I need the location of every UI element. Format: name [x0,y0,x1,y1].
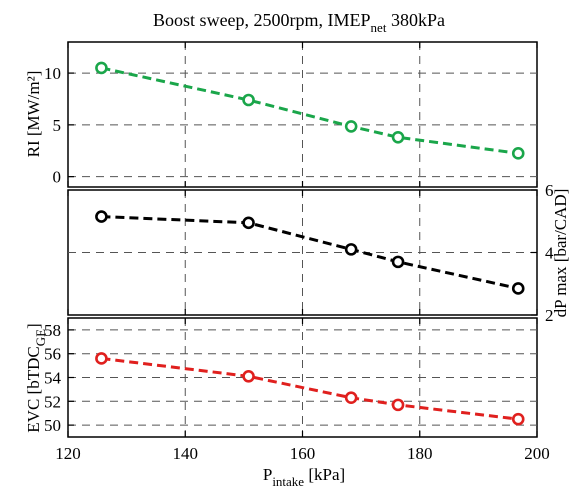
data-point-top-2 [344,120,358,133]
data-point-top-3 [391,130,405,144]
data-point-bottom-0 [95,352,108,365]
data-point-middle-1 [242,216,255,230]
x-tick-label-0: 120 [55,444,81,463]
data-point-bottom-3 [391,398,405,412]
chart-title-sub: net [371,20,387,35]
x-tick-label-2: 160 [290,444,316,463]
data-point-bottom-1 [242,370,255,383]
data-point-top-0 [95,61,108,75]
data-point-bottom-2 [344,391,358,405]
data-point-middle-3 [391,255,405,269]
y-tick-label-bottom-4: 58 [44,321,61,340]
data-point-middle-4 [511,282,525,295]
x-tick-label-4: 200 [524,444,550,463]
y-tick-label-top-1: 5 [53,116,62,135]
x-axis-label-sub: intake [272,474,304,489]
y-tick-label-bottom-2: 54 [44,369,62,388]
data-point-middle-2 [344,243,358,256]
x-axis-label: Pintake [kPa] [263,465,345,489]
y-axis-label-top: RI [MW/m²] [24,71,43,158]
y-axis-label-bottom-sub: GE [33,329,48,346]
x-axis-label-tail: [kPa] [304,465,345,484]
x-tick-label-3: 180 [407,444,433,463]
series-line-top-0 [101,66,519,155]
y-tick-label-top-0: 0 [53,168,62,187]
y-axis-label-middle: dP max [bar/CAD] [551,189,570,318]
y-tick-label-top-2: 10 [44,64,61,83]
chart-title: Boost sweep, 2500rpm, IMEPnet 380kPa [153,10,445,35]
series-layer [95,61,525,426]
chart-title-main: Boost sweep, 2500rpm, IMEP [153,10,371,30]
x-axis-label-main: P [263,465,272,484]
y-axis-label-bottom: EVC [bTDCGE] [24,323,48,432]
data-point-middle-0 [95,210,108,223]
grid-layer [68,42,537,437]
y-tick-label-bottom-3: 56 [44,345,61,364]
chart-title-tail: 380kPa [386,10,445,30]
series-line-bottom-0 [101,356,519,421]
y-axis-label-bottom-tail: ] [24,323,43,329]
data-point-top-1 [242,93,255,107]
y-axis-label-bottom-main: EVC [bTDC [24,346,43,432]
data-point-bottom-4 [511,412,525,426]
y-tick-label-middle-0: 2 [545,306,554,325]
data-point-top-4 [511,147,525,160]
y-tick-label-bottom-0: 50 [44,416,61,435]
y-tick-label-bottom-1: 52 [44,392,61,411]
tick-layer: 0 5 10 2 4 6 50 52 54 56 58 120 140 160 180 200 [44,42,554,463]
y-tick-label-middle-2: 6 [545,181,554,200]
y-tick-label-middle-1: 4 [545,244,554,263]
x-tick-label-1: 140 [173,444,199,463]
